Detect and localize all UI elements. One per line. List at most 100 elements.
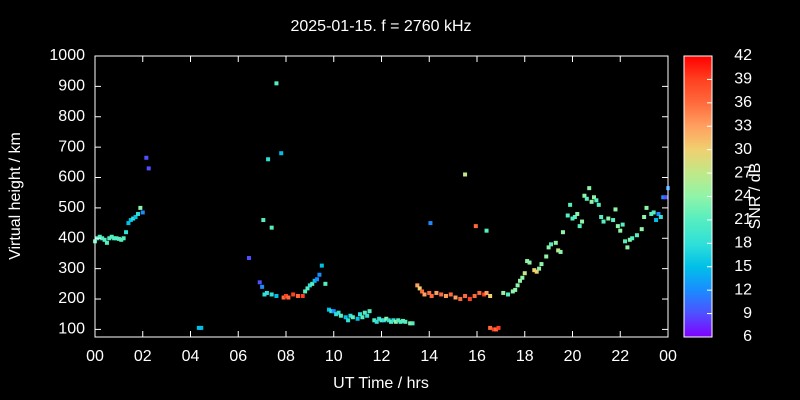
- point: [482, 292, 487, 297]
- point: [362, 310, 367, 315]
- point: [644, 205, 649, 210]
- point: [572, 215, 577, 220]
- point: [527, 260, 532, 265]
- point: [473, 224, 478, 229]
- point: [303, 289, 308, 294]
- point: [274, 81, 279, 86]
- point: [315, 277, 320, 282]
- point: [494, 327, 499, 332]
- point: [260, 284, 265, 289]
- point: [491, 327, 496, 332]
- point: [372, 318, 377, 323]
- colorbar-tick-label: 33: [734, 117, 752, 134]
- point: [580, 219, 585, 224]
- point: [596, 202, 601, 207]
- y-tick-label: 100: [58, 321, 85, 338]
- point: [334, 312, 339, 317]
- point: [434, 290, 439, 295]
- point: [257, 280, 262, 285]
- point: [594, 198, 599, 203]
- point: [587, 186, 592, 191]
- point: [350, 315, 355, 320]
- point: [506, 292, 511, 297]
- point: [477, 290, 482, 295]
- point: [584, 196, 589, 201]
- point: [472, 293, 477, 298]
- point: [549, 242, 554, 247]
- x-tick-label: 04: [182, 348, 200, 365]
- point: [116, 236, 121, 241]
- point: [510, 289, 515, 294]
- point: [639, 227, 644, 232]
- x-axis-label: UT Time / hrs: [333, 375, 429, 392]
- point: [577, 224, 582, 229]
- point: [496, 325, 501, 330]
- colorbar-tick-label: 27: [734, 164, 752, 181]
- point: [429, 293, 434, 298]
- point: [623, 239, 628, 244]
- point: [556, 248, 561, 253]
- point: [467, 297, 472, 302]
- point: [381, 318, 386, 323]
- point: [389, 319, 394, 324]
- y-tick-label: 200: [58, 290, 85, 307]
- point: [448, 292, 453, 297]
- point: [560, 230, 565, 235]
- point: [539, 262, 544, 267]
- colorbar-tick-label: 12: [734, 281, 752, 298]
- point: [606, 216, 611, 221]
- point: [400, 318, 405, 323]
- point: [393, 319, 398, 324]
- colorbar-tick-label: 30: [734, 141, 752, 158]
- point: [522, 271, 527, 276]
- point: [338, 313, 343, 318]
- point: [427, 290, 432, 295]
- point: [654, 218, 659, 223]
- colorbar-tick-label: 15: [734, 258, 752, 275]
- point: [565, 213, 570, 218]
- point: [264, 290, 269, 295]
- point: [661, 195, 666, 200]
- point: [307, 283, 312, 288]
- colorbar-tick-label: 21: [734, 211, 752, 228]
- point: [336, 310, 341, 315]
- point: [384, 316, 389, 321]
- point: [525, 259, 530, 264]
- point: [329, 309, 334, 314]
- point: [613, 207, 618, 212]
- point: [620, 222, 625, 227]
- x-tick-label: 18: [516, 348, 534, 365]
- point: [286, 295, 291, 300]
- point: [618, 228, 623, 233]
- x-tick-label: 00: [659, 348, 677, 365]
- point: [131, 216, 136, 221]
- point: [300, 293, 305, 298]
- point: [513, 287, 518, 292]
- point: [107, 236, 112, 241]
- point: [546, 245, 551, 250]
- point: [396, 318, 401, 323]
- point: [326, 307, 331, 312]
- y-tick-label: 800: [58, 108, 85, 125]
- point: [443, 293, 448, 298]
- point: [627, 237, 632, 242]
- point: [591, 195, 596, 200]
- point: [355, 316, 360, 321]
- point: [262, 292, 267, 297]
- point: [346, 318, 351, 323]
- y-tick-label: 700: [58, 138, 85, 155]
- point: [281, 295, 286, 300]
- point: [119, 237, 124, 242]
- point: [634, 233, 639, 238]
- point: [415, 283, 420, 288]
- point: [246, 256, 251, 261]
- point: [553, 240, 558, 245]
- colorbar-tick-label: 39: [734, 71, 752, 88]
- point: [196, 325, 201, 330]
- point: [144, 155, 149, 160]
- point: [374, 319, 379, 324]
- point: [488, 293, 493, 298]
- point: [615, 224, 620, 229]
- y-tick-label: 500: [58, 199, 85, 216]
